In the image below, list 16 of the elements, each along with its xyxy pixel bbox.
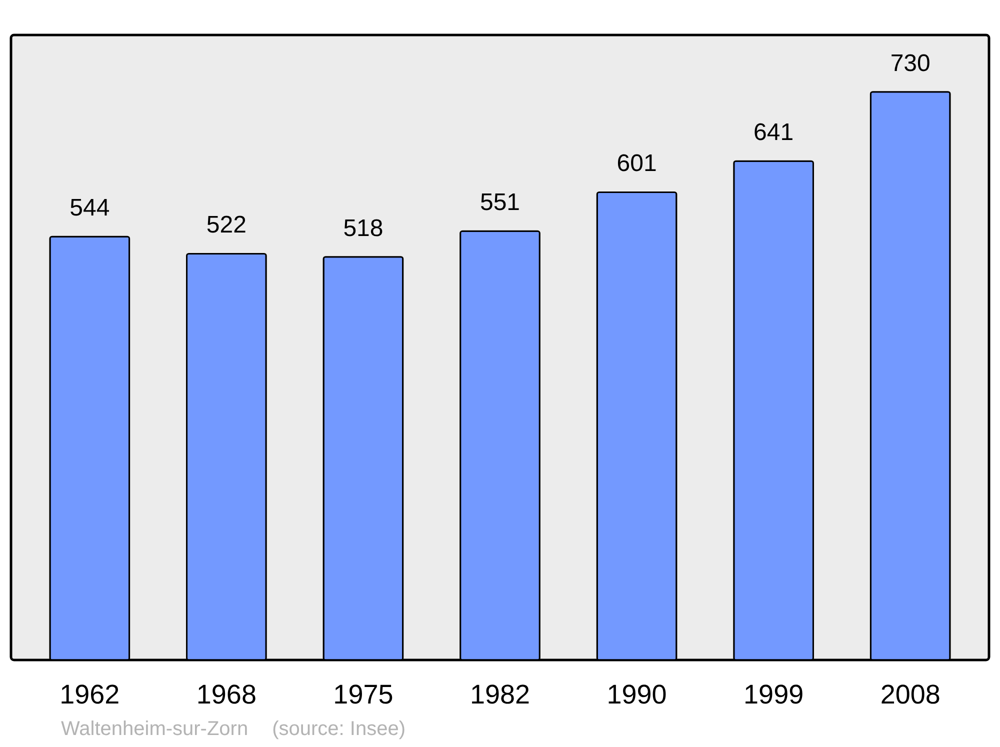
x-tick-label: 1968 [196,680,256,710]
data-label: 730 [890,50,930,77]
text: Waltenheim-sur-Zorn [61,718,248,740]
data-label: 601 [616,150,657,178]
text: (source: Insee) [272,718,406,740]
data-label: 551 [480,189,520,216]
data-label: 641 [754,119,794,146]
data-label: 518 [343,214,384,242]
x-tick-label: 1962 [60,680,120,710]
x-tick-label: 1999 [744,680,804,710]
x-tick-label: 1990 [606,680,667,710]
x-tick-label: 1975 [333,680,394,710]
x-tick-label: 2008 [880,680,940,710]
x-tick-label: 1982 [470,680,530,710]
data-label: 544 [70,194,110,222]
data-label: 522 [206,212,246,239]
